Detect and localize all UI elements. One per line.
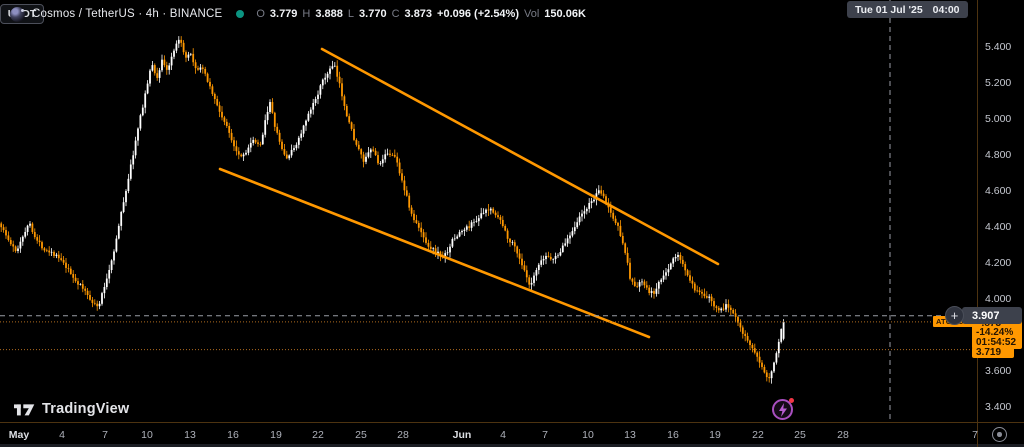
time-tick-label: 4 (500, 429, 506, 441)
time-tick-label: 19 (709, 429, 721, 441)
crosshair-price-label: 3.907 (962, 307, 1022, 325)
low-key: L (347, 8, 355, 20)
cosmos-logo-icon (10, 6, 25, 22)
price-tick-label: 3.600 (985, 365, 1012, 377)
price-tick-label: 4.200 (985, 257, 1012, 269)
price-scale-border (977, 0, 978, 447)
time-tick-label: 19 (270, 429, 282, 441)
change-percent-value: -14.24% (976, 327, 1014, 339)
target-ring (992, 427, 1007, 442)
time-tick-label: 22 (752, 429, 764, 441)
volume-value: 150.06K (544, 8, 586, 20)
time-tick-label: 13 (184, 429, 196, 441)
price-tick-label: 4.800 (985, 149, 1012, 161)
quick-alert-bolt-icon[interactable] (772, 398, 794, 420)
price-tick-label: 4.600 (985, 185, 1012, 197)
close-key: C (391, 8, 400, 20)
price-tick-label: 5.200 (985, 77, 1012, 89)
time-tick-label: 4 (59, 429, 65, 441)
time-tick-label: May (8, 429, 30, 441)
exchange-label: BINANCE (169, 8, 223, 20)
time-tick-label: 10 (582, 429, 594, 441)
time-tick-label: 13 (624, 429, 636, 441)
tooltip-time: 04:00 (932, 3, 960, 16)
tradingview-mark-icon (14, 403, 35, 415)
price-tick-label: 4.000 (985, 293, 1012, 305)
time-scale-border (0, 422, 1024, 423)
high-value: 3.888 (315, 8, 343, 20)
tooltip-date: Tue 01 Jul '25 (855, 3, 923, 16)
close-value: 3.873 (404, 8, 433, 20)
open-value: 3.779 (269, 8, 298, 20)
time-tick-label: 28 (837, 429, 849, 441)
price-tick-label: 5.400 (985, 41, 1012, 53)
time-tick-label: 16 (667, 429, 679, 441)
time-tick-label: Jun (452, 429, 472, 441)
target-dot (997, 432, 1002, 437)
time-tick-label: 25 (355, 429, 367, 441)
time-tick-label: 28 (397, 429, 409, 441)
time-tick-label: 22 (312, 429, 324, 441)
scale-reset-target-icon[interactable] (992, 427, 1007, 442)
crosshair-time-tooltip: Tue 01 Jul '25 04:00 (847, 1, 968, 18)
price-tick-label: 4.400 (985, 221, 1012, 233)
time-tick-label: 7 (972, 429, 978, 441)
notification-dot (789, 398, 794, 403)
high-key: H (302, 8, 311, 20)
change-value: +0.096 (+2.54%) (437, 8, 519, 20)
time-tick-label: 7 (102, 429, 108, 441)
interval-label: 4h (145, 8, 159, 20)
bar-countdown: 01:54:52 (976, 337, 1017, 349)
add-alert-plus-icon[interactable]: + (945, 306, 964, 326)
chart-canvas[interactable] (0, 0, 978, 422)
price-tick-label: 5.000 (985, 113, 1012, 125)
tradingview-brand-text: TradingView (42, 401, 130, 417)
lightning-bolt-icon (778, 402, 787, 417)
ohlc-values: O 3.779 H 3.888 L 3.770 C 3.873 +0.096 (+2.5… (256, 8, 586, 20)
symbol-title[interactable]: Cosmos / TetherUS · 4h · BINANCE (32, 8, 223, 20)
window-bottom-strip (0, 444, 1024, 447)
market-status-icon[interactable] (236, 10, 245, 18)
open-key: O (256, 8, 265, 20)
price-tick-label: 3.400 (985, 401, 1012, 413)
chart-legend[interactable]: Cosmos / TetherUS · 4h · BINANCE O 3.779 … (10, 5, 586, 23)
low-value: 3.770 (359, 8, 387, 20)
tradingview-logo[interactable]: TradingView (14, 398, 129, 420)
time-tick-label: 16 (227, 429, 239, 441)
time-tick-label: 7 (542, 429, 548, 441)
volume-key: Vol (524, 8, 540, 20)
time-tick-label: 10 (141, 429, 153, 441)
price-scale[interactable]: 5.400 5.200 5.000 4.800 4.600 4.400 4.200 4.000… (978, 0, 1024, 422)
time-scale[interactable]: May 4 7 10 13 16 19 22 25 28 Jun 4 7 10 13 16 19 22 25 28 7 (0, 423, 1024, 447)
alert-price-label: 3.719 (972, 346, 1014, 359)
time-tick-label: 25 (794, 429, 806, 441)
